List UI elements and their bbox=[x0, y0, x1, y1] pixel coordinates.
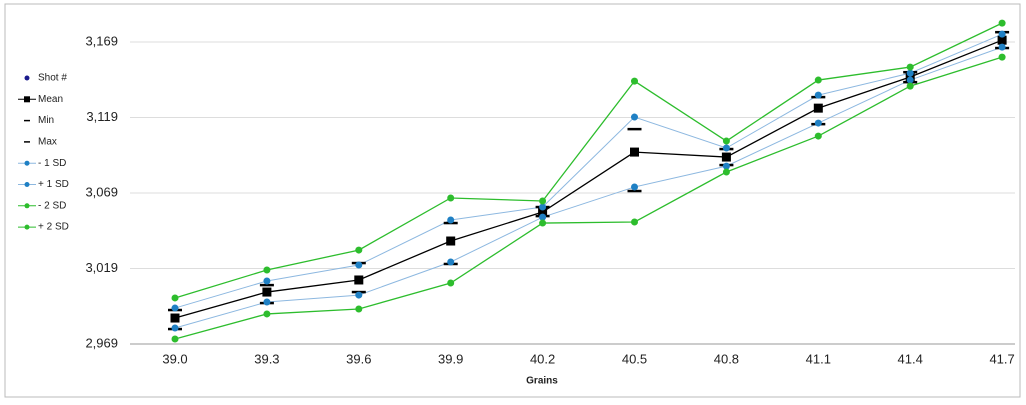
series-line bbox=[174, 33, 1003, 309]
legend-label: Min bbox=[38, 115, 54, 126]
marker bbox=[630, 147, 639, 157]
legend-label: - 1 SD bbox=[38, 158, 66, 169]
marker bbox=[631, 218, 638, 226]
x-axis-title: Grains bbox=[526, 376, 558, 387]
marker bbox=[171, 335, 179, 343]
x-tick-label: 39.0 bbox=[162, 351, 187, 366]
marker bbox=[722, 137, 730, 145]
x-tick-label: 41.4 bbox=[898, 351, 923, 366]
marker bbox=[538, 207, 548, 217]
legend-marker bbox=[24, 224, 30, 230]
legend-marker bbox=[24, 160, 30, 166]
marker bbox=[355, 261, 363, 269]
marker bbox=[171, 304, 179, 312]
marker bbox=[906, 76, 914, 84]
legend-label: + 2 SD bbox=[38, 222, 69, 233]
marker bbox=[998, 53, 1006, 61]
marker bbox=[170, 313, 180, 323]
marker bbox=[447, 258, 455, 266]
marker bbox=[447, 194, 455, 202]
marker bbox=[262, 287, 272, 297]
x-tick-label: 40.2 bbox=[530, 351, 555, 366]
series-line bbox=[174, 22, 1003, 299]
x-tick-label: 39.9 bbox=[438, 351, 463, 366]
marker bbox=[263, 310, 271, 318]
legend-label: - 2 SD bbox=[38, 200, 66, 211]
marker bbox=[263, 277, 271, 285]
chart-border bbox=[4, 3, 1021, 398]
x-tick-label: 39.6 bbox=[346, 351, 371, 366]
legend-label: Max bbox=[38, 137, 57, 148]
marker bbox=[447, 279, 455, 287]
series-line bbox=[174, 39, 1003, 319]
marker bbox=[998, 43, 1006, 51]
marker bbox=[354, 275, 364, 285]
marker bbox=[906, 82, 914, 90]
marker bbox=[539, 219, 547, 227]
y-tick-label: 3,119 bbox=[86, 109, 118, 124]
marker bbox=[814, 91, 822, 99]
marker bbox=[997, 35, 1007, 45]
y-tick-label: 3,169 bbox=[85, 33, 118, 48]
marker bbox=[722, 162, 730, 170]
marker bbox=[631, 77, 638, 85]
y-tick-label: 3,069 bbox=[85, 184, 118, 199]
marker bbox=[355, 246, 363, 254]
x-tick-label: 41.7 bbox=[989, 351, 1014, 366]
marker bbox=[906, 69, 914, 77]
x-tick-label: 40.5 bbox=[622, 351, 647, 366]
marker bbox=[355, 305, 363, 313]
legend-marker bbox=[24, 96, 30, 103]
marker bbox=[814, 76, 822, 84]
marker bbox=[263, 298, 271, 306]
marker bbox=[722, 168, 730, 176]
series-line bbox=[174, 46, 1003, 329]
marker bbox=[539, 213, 547, 221]
marker bbox=[813, 103, 823, 113]
marker bbox=[722, 144, 730, 152]
y-tick-label: 2,969 bbox=[85, 335, 118, 350]
marker bbox=[539, 203, 547, 211]
marker bbox=[263, 266, 271, 274]
y-tick-label: 3,019 bbox=[85, 260, 118, 275]
marker bbox=[446, 236, 456, 246]
marker bbox=[998, 19, 1006, 27]
x-tick-label: 39.3 bbox=[254, 351, 279, 366]
marker bbox=[539, 197, 547, 205]
marker bbox=[171, 294, 179, 302]
legend-marker bbox=[24, 75, 30, 81]
marker bbox=[171, 324, 179, 332]
marker bbox=[447, 216, 455, 224]
legend-label: Shot # bbox=[38, 73, 67, 84]
legend-marker bbox=[24, 203, 30, 209]
legend-label: Mean bbox=[38, 94, 63, 105]
marker bbox=[631, 113, 638, 121]
marker bbox=[355, 291, 363, 299]
legend-label: + 1 SD bbox=[38, 179, 69, 190]
marker bbox=[906, 63, 914, 71]
marker bbox=[814, 132, 822, 140]
marker bbox=[998, 30, 1006, 38]
marker bbox=[814, 119, 822, 127]
legend: Shot # Mean Min Max - 1 SD + 1 SD - 2 SD + 2 SD bbox=[18, 73, 69, 233]
series-line bbox=[174, 56, 1003, 340]
x-tick-label: 41.1 bbox=[806, 351, 831, 366]
x-tick-label: 40.8 bbox=[714, 351, 739, 366]
marker bbox=[631, 183, 638, 191]
legend-marker bbox=[24, 182, 30, 187]
marker bbox=[721, 152, 731, 162]
